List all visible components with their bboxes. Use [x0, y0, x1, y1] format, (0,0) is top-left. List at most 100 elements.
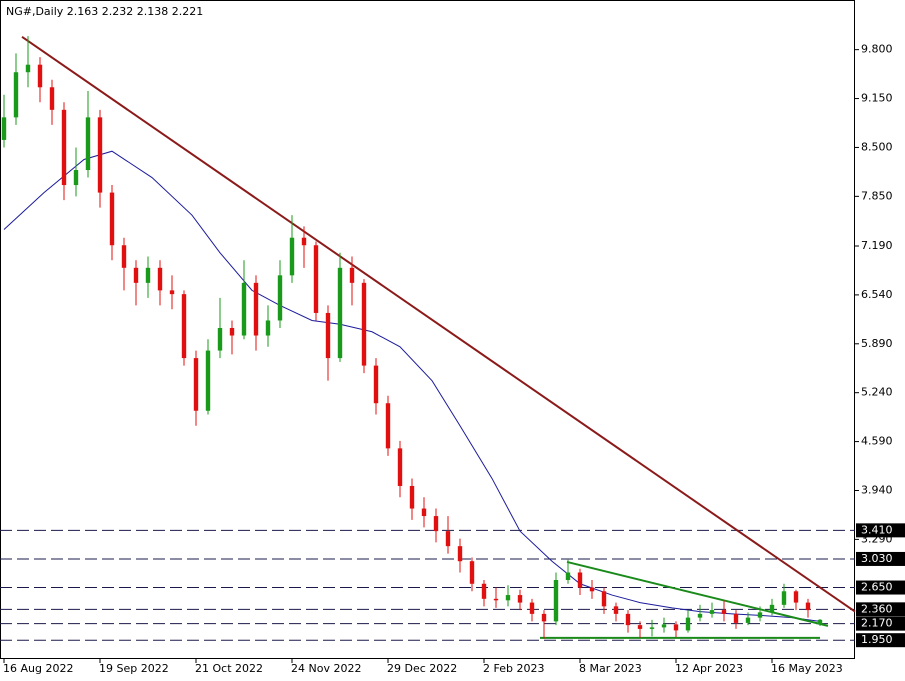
y-tick-label: 9.800 [861, 43, 893, 56]
candle-body [217, 327, 223, 351]
candle-body [145, 267, 151, 283]
level-label-box [856, 523, 905, 538]
candle-body [493, 598, 499, 601]
candle-body [589, 587, 595, 592]
candle-body [601, 591, 607, 607]
candle-body [157, 267, 163, 291]
y-tick-label: 8.500 [861, 140, 893, 153]
candle-body [241, 282, 247, 336]
candle-body [253, 282, 259, 336]
x-tick-label: 16 May 2023 [771, 662, 843, 675]
candle-body [349, 267, 355, 283]
y-tick-label: 5.240 [861, 386, 893, 399]
candle-body [169, 290, 175, 295]
candle-body [649, 627, 655, 629]
candle-body [781, 591, 787, 605]
candle-body [121, 245, 127, 268]
candle-body [325, 312, 331, 359]
level-label-box [856, 551, 905, 566]
level-label: 1.950 [861, 633, 893, 646]
overlay-line [21, 36, 856, 613]
candle-body [673, 624, 679, 631]
candle-body [469, 561, 475, 584]
candle-body [805, 602, 811, 611]
candle-body [85, 117, 91, 171]
x-tick-label: 21 Oct 2022 [195, 662, 263, 675]
candle-body [409, 485, 415, 509]
y-tick-label: 9.150 [861, 92, 893, 105]
candle-body [757, 612, 763, 618]
candle-body [817, 619, 823, 625]
level-label-box [856, 633, 905, 648]
y-tick-label: 3.940 [861, 483, 893, 496]
candle-body [553, 580, 559, 622]
candle-body [277, 275, 283, 321]
candle-body [301, 237, 307, 246]
candle-body [13, 72, 19, 118]
candle-body [181, 294, 187, 359]
candle-body [685, 617, 691, 631]
x-tick-label: 12 Apr 2023 [675, 662, 743, 675]
candle-body [505, 595, 511, 601]
candle-body [721, 610, 727, 614]
candle-body [229, 327, 235, 336]
candle-body [709, 610, 715, 614]
level-label: 2.360 [861, 602, 893, 615]
candle-body [445, 531, 451, 547]
candle-body [73, 170, 79, 186]
candle-body [481, 583, 487, 599]
candle-body [313, 245, 319, 313]
x-tick-label: 2 Feb 2023 [483, 662, 544, 675]
overlay-line [566, 560, 829, 627]
candle-body [97, 117, 103, 193]
candle-body [289, 237, 295, 276]
x-tick-label: 8 Mar 2023 [579, 662, 642, 675]
candle-body [25, 64, 31, 73]
candle-body [661, 624, 667, 628]
candle-body [37, 64, 43, 88]
candle-body [637, 625, 643, 629]
candle-body [337, 267, 343, 359]
plot-frame [0, 0, 855, 659]
candle-body [577, 572, 583, 588]
candle-body [541, 613, 547, 622]
candle-body [769, 604, 775, 613]
x-tick-label: 16 Aug 2022 [3, 662, 73, 675]
y-tick-label: 7.850 [861, 189, 893, 202]
chart-title: NG#,Daily 2.163 2.232 2.138 2.221 [6, 5, 203, 18]
x-tick-label: 19 Sep 2022 [99, 662, 169, 675]
y-tick-label: 7.190 [861, 239, 893, 252]
candle-body [457, 546, 463, 562]
y-tick-label: 5.890 [861, 337, 893, 350]
overlay-line [3, 150, 821, 622]
x-tick-label: 24 Nov 2022 [291, 662, 361, 675]
candle-body [565, 572, 571, 581]
candle-body [265, 320, 271, 336]
level-label: 3.410 [861, 523, 893, 536]
candle-body [61, 109, 67, 186]
candle-body [613, 606, 619, 614]
candle-body [745, 617, 751, 623]
y-tick-label: 4.590 [861, 435, 893, 448]
candle-body [397, 448, 403, 486]
level-label-box [856, 580, 905, 595]
candle-body [697, 613, 703, 618]
level-label: 3.030 [861, 552, 893, 565]
candle-body [193, 358, 199, 411]
candle-body [517, 595, 523, 603]
candle-body [373, 365, 379, 404]
candle-body [733, 613, 739, 623]
candle-body [793, 591, 799, 603]
level-label: 2.170 [861, 617, 893, 630]
candle-body [625, 613, 631, 626]
candle-body [421, 508, 427, 517]
candle-body [529, 602, 535, 614]
candle-body [133, 267, 139, 283]
level-label-box [856, 602, 905, 617]
level-label: 2.650 [861, 581, 893, 594]
y-tick-label: 6.540 [861, 288, 893, 301]
candle-body [1, 117, 7, 140]
level-label-box [856, 616, 905, 631]
candle-body [385, 403, 391, 449]
